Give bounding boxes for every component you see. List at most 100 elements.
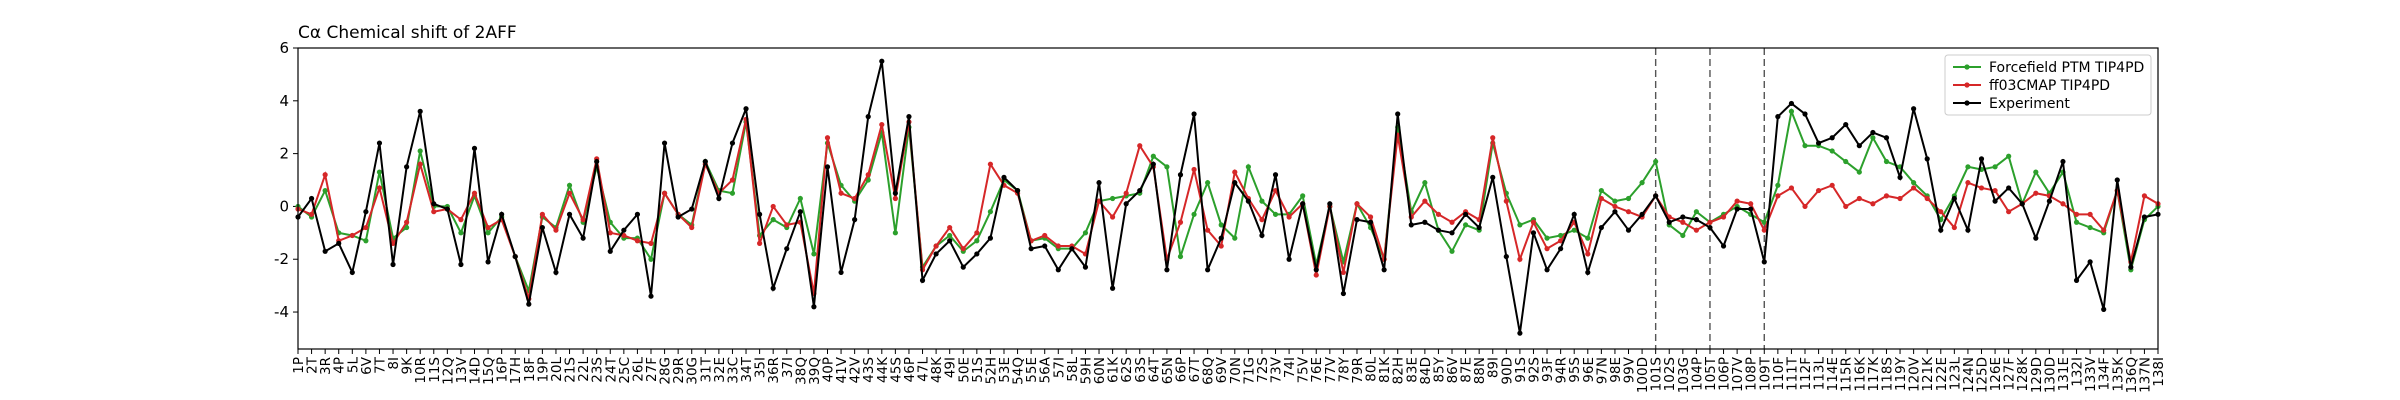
point (852, 195, 858, 202)
point (349, 269, 355, 276)
point (1042, 243, 1048, 249)
point (607, 248, 613, 254)
point (1707, 219, 1713, 225)
x-tick-label: 27F (644, 357, 660, 382)
point (1639, 180, 1645, 186)
x-tick-label: 64T (1146, 356, 1162, 382)
x-tick-label: 103G (1676, 357, 1692, 393)
x-tick-label: 68Q (1201, 357, 1217, 385)
point (417, 148, 423, 154)
point (376, 185, 383, 191)
point (1598, 195, 1604, 202)
point (729, 140, 736, 146)
point (2101, 306, 2107, 312)
x-tick-label: 8I (386, 357, 402, 370)
x-tick-label: 87E (1459, 357, 1475, 383)
point (553, 227, 559, 233)
x-tick-label: 26L (630, 357, 646, 382)
point (1232, 235, 1238, 241)
x-tick-label: 89I (1486, 357, 1502, 378)
point (1544, 235, 1550, 241)
point (648, 256, 654, 262)
point (1109, 195, 1116, 202)
x-tick-label: 10R (413, 357, 429, 384)
x-tick-label: 116K (1852, 356, 1868, 392)
x-tick-label: 69V (1214, 356, 1230, 383)
point (1829, 135, 1835, 141)
point (1449, 219, 1455, 225)
point (1232, 180, 1238, 186)
point (1177, 253, 1184, 260)
point (1544, 267, 1550, 273)
point (892, 230, 898, 236)
x-tick-label: 120V (1907, 356, 1923, 392)
x-tick-label: 6V (359, 356, 375, 375)
x-tick-label: 138I (2151, 357, 2167, 387)
point (1625, 227, 1632, 233)
point (1720, 243, 1727, 249)
x-tick-label: 96E (1581, 357, 1597, 383)
point (1218, 222, 1224, 228)
point (947, 232, 953, 239)
point (1788, 185, 1795, 191)
point (1517, 256, 1523, 262)
x-tick-label: 128K (2015, 356, 2031, 392)
x-tick-label: 58L (1065, 357, 1081, 382)
x-tick-label: 59H (1078, 357, 1094, 384)
x-tick-label: 15Q (481, 357, 497, 385)
point (987, 161, 994, 167)
point (1530, 230, 1537, 236)
point (1571, 227, 1577, 233)
point (1367, 214, 1374, 220)
point (784, 246, 790, 252)
point (1843, 121, 1849, 128)
x-tick-label: 63S (1133, 357, 1149, 383)
x-tick-label: 118S (1879, 357, 1895, 391)
point (1598, 187, 1604, 194)
x-tick-label: 60N (1092, 357, 1108, 384)
point (1761, 259, 1767, 265)
point (1435, 211, 1442, 217)
point (2060, 201, 2066, 207)
x-tick-label: 137N (2137, 357, 2153, 393)
point (1395, 111, 1401, 117)
point (458, 230, 464, 236)
y-tick-label: -4 (274, 303, 289, 321)
x-tick-label: 20L (549, 357, 565, 382)
point (1055, 267, 1061, 273)
x-tick-label: 130D (2042, 357, 2058, 393)
x-tick-label: 95S (1567, 357, 1583, 383)
point (661, 140, 668, 146)
x-tick-label: 125D (1975, 357, 1991, 393)
point (1612, 198, 1618, 204)
point (512, 253, 518, 260)
x-tick-label: 134F (2097, 357, 2113, 391)
point (1911, 185, 1917, 191)
x-tick-label: 109T (1757, 356, 1773, 391)
point (1558, 232, 1564, 239)
point (1449, 248, 1455, 254)
point (1150, 161, 1156, 167)
point (689, 224, 695, 231)
point (1259, 217, 1265, 223)
point (308, 195, 315, 202)
point (1177, 219, 1184, 225)
point (1014, 187, 1021, 194)
point (1870, 129, 1876, 136)
point (1585, 269, 1591, 276)
x-tick-label: 133V (2083, 356, 2099, 392)
x-tick-label: 81K (1377, 356, 1393, 383)
point (1096, 180, 1102, 186)
x-tick-label: 91S (1513, 357, 1529, 383)
x-tick-label: 17H (508, 357, 524, 384)
point (2006, 185, 2012, 191)
x-tick-label: 35I (753, 357, 769, 378)
point (1286, 214, 1292, 220)
point (702, 158, 708, 165)
point (743, 106, 749, 112)
x-tick-label: 108P (1744, 357, 1760, 391)
point (1367, 219, 1374, 225)
point (566, 182, 573, 188)
point (974, 230, 980, 236)
point (1354, 217, 1360, 223)
